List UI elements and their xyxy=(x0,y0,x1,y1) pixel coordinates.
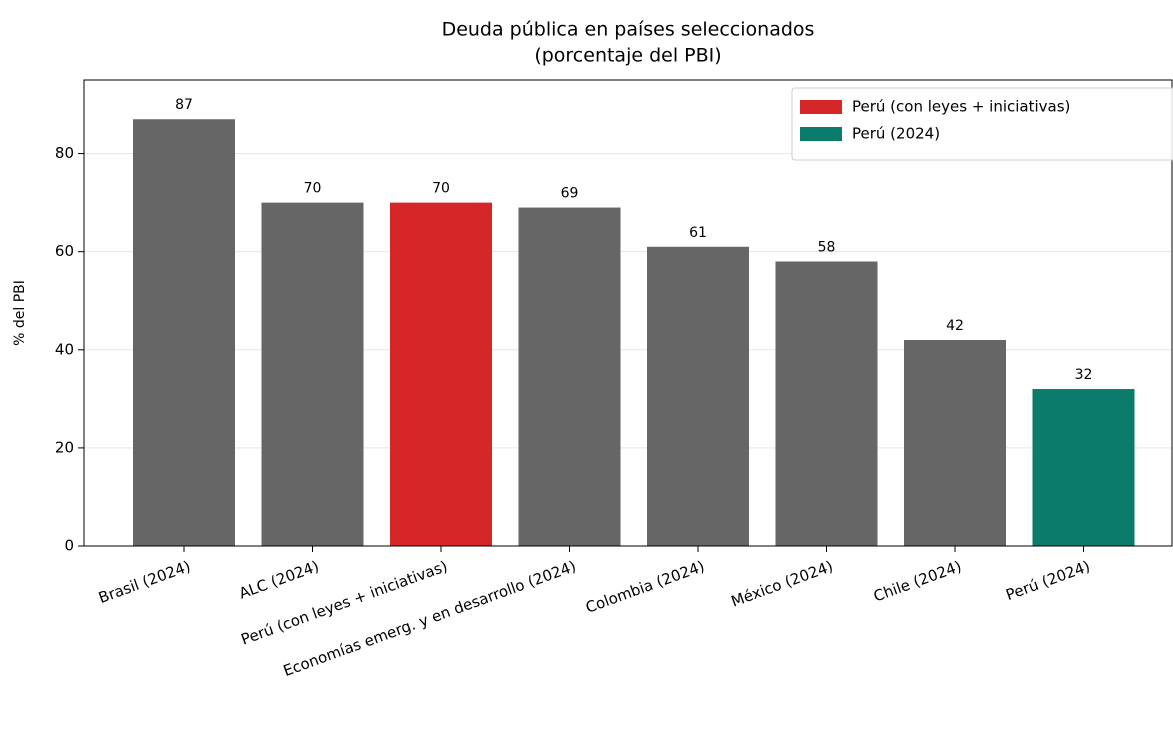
legend-swatch xyxy=(800,127,842,141)
chart-subtitle: (porcentaje del PBI) xyxy=(534,45,721,67)
bar xyxy=(647,246,749,547)
bar xyxy=(133,119,235,547)
x-tick-label: Colombia (2024) xyxy=(583,557,707,617)
x-tick-label: ALC (2024) xyxy=(237,557,322,603)
data-label: 70 xyxy=(304,181,322,197)
x-tick-label: Perú (2024) xyxy=(1003,557,1092,604)
data-label: 61 xyxy=(689,225,707,241)
bar xyxy=(518,207,621,546)
y-tick-label: 0 xyxy=(64,537,74,555)
bar xyxy=(904,339,1006,546)
data-label: 70 xyxy=(432,181,450,197)
bar xyxy=(775,261,878,546)
bar xyxy=(390,202,492,546)
x-tick-label: México (2024) xyxy=(729,557,836,611)
bar xyxy=(261,202,364,546)
data-label: 69 xyxy=(561,186,579,202)
data-label: 87 xyxy=(175,97,193,113)
y-axis-label: % del PBI xyxy=(12,280,28,346)
data-label: 42 xyxy=(946,318,964,334)
plot-frame xyxy=(83,79,1173,547)
y-tick-label: 80 xyxy=(55,144,74,162)
x-tick-label: Perú (con leyes + iniciativas) xyxy=(239,557,450,649)
data-label: 32 xyxy=(1075,367,1093,383)
bar xyxy=(1032,389,1135,546)
x-tick-label: Brasil (2024) xyxy=(96,557,193,607)
legend-label: Perú (con leyes + iniciativas) xyxy=(852,98,1070,116)
x-tick-label: Chile (2024) xyxy=(871,557,964,605)
chart-title: Deuda pública en países seleccionados xyxy=(442,19,815,41)
data-label: 58 xyxy=(818,239,836,255)
y-tick-label: 40 xyxy=(55,340,74,358)
y-tick-label: 20 xyxy=(55,438,74,456)
y-tick-label: 60 xyxy=(55,242,74,260)
legend-swatch xyxy=(800,100,842,114)
legend-label: Perú (2024) xyxy=(852,125,940,143)
legend-box xyxy=(791,87,1173,161)
